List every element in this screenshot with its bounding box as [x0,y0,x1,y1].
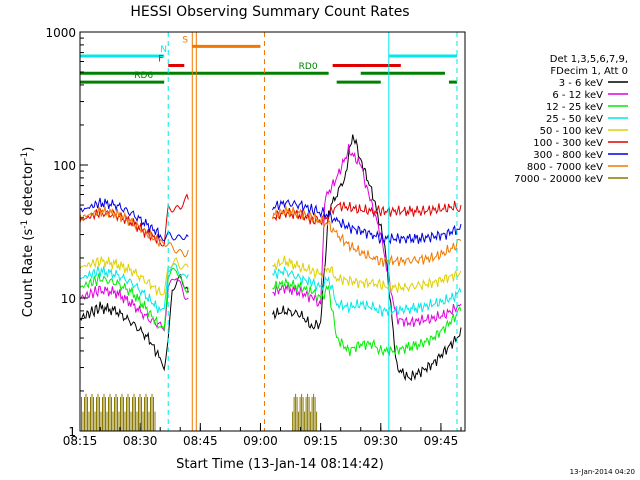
legend-label-7: 800 - 7000 keV [527,162,603,173]
series-line-3-seg1 [79,263,189,314]
series-line-7-seg1 [79,205,189,258]
plot-lines [79,134,462,431]
legend-label-2: 12 - 25 keV [546,102,603,113]
series-line-0-seg1 [79,273,189,372]
x-tick-label-5: 09:30 [363,434,398,448]
series-line-7-seg2 [272,205,462,267]
legend-label-6: 300 - 800 keV [533,150,603,161]
chart-title: HESSI Observing Summary Count Rates [130,4,409,20]
x-tick-label-1: 08:30 [123,434,158,448]
x-tick-label-4: 09:15 [303,434,338,448]
series-line-2-seg1 [79,267,189,332]
legend: Det 1,3,5,6,7,9,FDecim 1, Att 03 - 6 keV… [514,54,628,185]
flag-label-s: S [182,35,188,45]
x-ticks: 08:15 08:30 08:45 09:00 09:15 09:30 09:45 [63,423,462,448]
flag-label-rd0: RD0 [299,62,318,72]
series-line-2-seg2 [272,277,462,357]
x-tick-label-0: 08:15 [63,434,98,448]
y-tick-label-2: 100 [53,159,76,173]
y-tick-label-0: 1 [68,425,76,439]
series-line-5-seg2 [272,200,462,226]
y-tick-label-1: 10 [61,292,76,306]
legend-label-3: 25 - 50 keV [546,114,603,125]
legend-label-5: 100 - 300 keV [533,138,603,149]
legend-label-1: 6 - 12 keV [552,90,603,101]
x-tick-label-6: 09:45 [424,434,459,448]
series-line-8-seg2 [292,393,318,431]
series-line-1-seg2 [272,143,462,328]
x-tick-label-3: 09:00 [243,434,278,448]
y-ticks: 1 10 100 1000 [45,26,88,439]
y-axis-label: Count Rate (s-1 detector-1) [20,147,36,318]
flags-layer: NF RD0 RD6 S [80,35,457,84]
x-tick-label-2: 08:45 [183,434,218,448]
flag-label-n: N [160,45,167,55]
legend-label-0: 3 - 6 keV [559,78,603,89]
flag-label-rd6: RD6 [134,71,153,81]
series-line-0-seg2 [272,134,462,382]
series-line-3-seg2 [272,266,462,317]
series-line-4-seg2 [272,255,462,293]
y-tick-label-3: 1000 [45,26,76,40]
flag-label-f: F [158,54,163,64]
series-line-8-seg1 [79,393,156,431]
legend-header-0: Det 1,3,5,6,7,9, [550,54,628,65]
footer-date: 13-Jan-2014 04:20 [570,468,635,476]
series-line-6-seg2 [272,199,462,245]
series-line-4-seg1 [79,256,189,296]
legend-label-8: 7000 - 20000 keV [514,174,603,185]
legend-label-4: 50 - 100 keV [540,126,604,137]
series-line-6-seg1 [79,197,189,242]
series-line-1-seg1 [79,278,189,333]
legend-header-1: FDecim 1, Att 0 [550,66,628,77]
x-axis-label: Start Time (13-Jan-14 08:14:42) [176,457,384,472]
plot-frame [79,31,466,432]
